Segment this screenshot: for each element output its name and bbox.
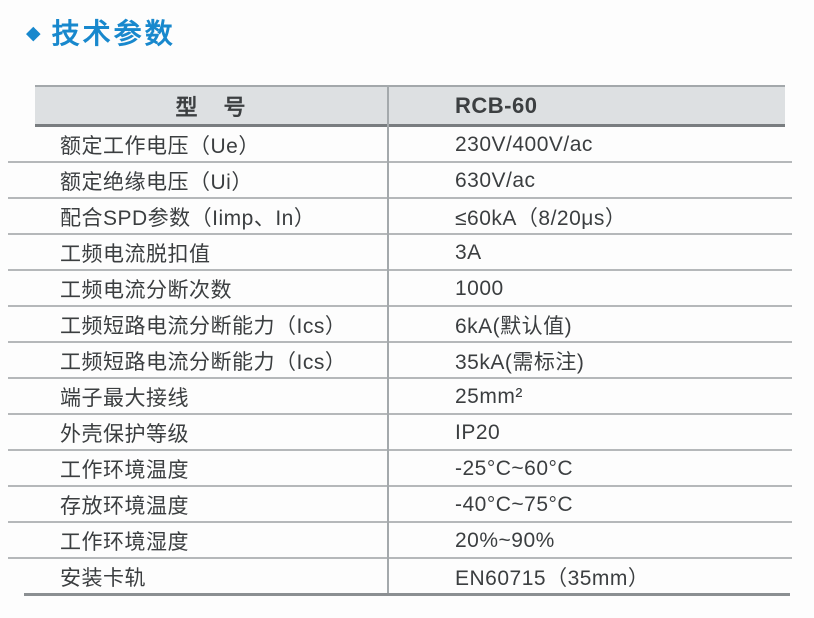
parameter-value: IP20: [455, 421, 501, 444]
parameter-value: EN60715（35mm）: [455, 567, 650, 590]
parameter-value: 230V/400V/ac: [455, 133, 593, 156]
table-row: 额定工作电压（Ue） 230V/400V/ac: [8, 127, 792, 163]
table-row: 端子最大接线 25mm²: [8, 379, 792, 415]
parameter-label: 端子最大接线: [60, 387, 189, 410]
header-model-label: 型 号: [175, 94, 248, 120]
section-title-text: 技术参数: [51, 18, 176, 49]
table-row: 工作环境温度 -25°C~60°C: [8, 451, 792, 487]
row-separator-line: [8, 305, 792, 307]
parameter-label: 额定绝缘电压（Ui）: [60, 171, 253, 194]
header-model-value: RCB-60: [455, 92, 538, 118]
table-header-row: 型 号 RCB-60: [35, 85, 785, 127]
parameter-label: 工频电流脱扣值: [60, 243, 211, 266]
row-separator-line: [8, 449, 792, 451]
parameter-value: 3A: [455, 241, 482, 264]
table-row: 额定绝缘电压（Ui） 630V/ac: [8, 163, 792, 199]
row-separator-line: [8, 413, 792, 415]
table-row: 工频电流分断次数 1000: [8, 271, 792, 307]
parameter-label: 工作环境温度: [60, 459, 189, 482]
parameter-label: 额定工作电压（Ue）: [60, 135, 260, 158]
table-row: 安装卡轨 EN60715（35mm）: [35, 559, 785, 595]
table-row: 存放环境温度 -40°C~75°C: [8, 487, 792, 523]
parameter-label: 外壳保护等级: [60, 423, 189, 446]
parameter-value: 25mm²: [455, 385, 523, 408]
row-separator-line: [8, 197, 792, 199]
row-separator-line: [8, 161, 792, 163]
row-separator-line: [8, 521, 792, 523]
row-separator-line: [8, 233, 792, 235]
row-separator-line: [8, 341, 792, 343]
parameter-label: 安装卡轨: [60, 567, 146, 590]
parameter-label: 工频短路电流分断能力（Ics）: [60, 315, 347, 338]
row-separator-line: [8, 557, 792, 559]
row-separator-line: [8, 377, 792, 379]
parameter-label: 存放环境温度: [60, 495, 189, 518]
parameter-value: -40°C~75°C: [455, 493, 574, 516]
parameter-value: 6kA(默认值): [455, 315, 573, 338]
parameter-label: 配合SPD参数（Iimp、In）: [60, 207, 316, 230]
parameter-value: 35kA(需标注): [455, 351, 585, 374]
row-separator-line: [8, 485, 792, 487]
parameter-value: 630V/ac: [455, 169, 536, 192]
spec-table: 型 号 RCB-60 额定工作电压（Ue） 230V/400V/ac 额定绝缘电…: [8, 85, 792, 596]
parameter-label: 工频电流分断次数: [60, 279, 232, 302]
parameter-value: 20%~90%: [455, 529, 555, 552]
parameter-label: 工频短路电流分断能力（Ics）: [60, 351, 347, 374]
parameter-label: 工作环境湿度: [60, 531, 189, 554]
table-row: 配合SPD参数（Iimp、In） ≤60kA（8/20μs）: [8, 199, 792, 235]
table-bottom-border: [24, 593, 790, 596]
diamond-bullet-icon: ◆: [26, 22, 41, 44]
table-row: 工频短路电流分断能力（Ics） 6kA(默认值): [8, 307, 792, 343]
parameter-value: ≤60kA（8/20μs）: [455, 207, 627, 230]
table-row: 工频电流脱扣值 3A: [8, 235, 792, 271]
section-title: ◆ 技术参数: [26, 12, 176, 52]
table-row: 工频短路电流分断能力（Ics） 35kA(需标注): [8, 343, 792, 379]
column-divider-line: [387, 85, 389, 595]
table-row: 外壳保护等级 IP20: [8, 415, 792, 451]
table-row: 工作环境湿度 20%~90%: [8, 523, 792, 559]
row-separator-line: [8, 269, 792, 271]
table-body: 额定工作电压（Ue） 230V/400V/ac 额定绝缘电压（Ui） 630V/…: [8, 127, 792, 595]
parameter-value: -25°C~60°C: [455, 457, 574, 480]
parameter-value: 1000: [455, 277, 504, 300]
